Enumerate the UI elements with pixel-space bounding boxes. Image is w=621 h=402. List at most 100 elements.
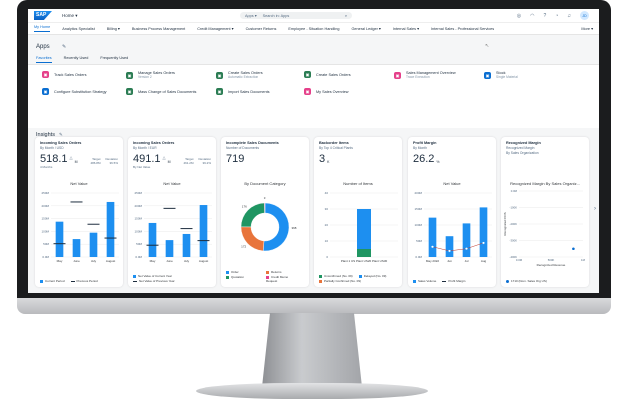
app-tile[interactable]: ▣ Configure Substitution Strategy <box>42 88 130 95</box>
y-tick-label: 0.0M <box>135 255 142 259</box>
nav-item[interactable]: Customer Returns <box>245 26 277 31</box>
app-tile[interactable]: ▣ Import Sales Documents <box>216 88 304 95</box>
app-tile[interactable]: ▣ Stock Single Material <box>484 71 572 79</box>
legend-item[interactable]: Current Period <box>40 279 65 283</box>
apps-tab[interactable]: Frequently Used <box>100 56 129 60</box>
y-tick-label: 150M <box>134 217 142 221</box>
legend-item[interactable]: Previous Period <box>70 279 98 283</box>
x-tick-label: July <box>184 259 190 263</box>
app-tile-subtitle: Trace Execution <box>406 75 430 79</box>
legend-item[interactable]: Quotation <box>226 275 260 283</box>
help-icon[interactable]: ? <box>543 12 547 19</box>
monitor-base <box>196 383 428 399</box>
legend-item[interactable]: 1710 (Dom. Sales Org US) <box>506 279 547 283</box>
y-tick-label: 0.0M <box>42 255 49 259</box>
y-tick-label: 250M <box>134 191 142 195</box>
app-tile-label: Create Sales Orders <box>228 71 263 75</box>
chart-title: Net Value <box>163 181 181 186</box>
shell-bar: SAP Home ▾ Apps ▾ Search in: Apps ⌕ ◎ ◠ … <box>28 9 599 22</box>
bell-icon[interactable]: ♫ <box>567 12 571 19</box>
app-tile[interactable]: ▣ Track Sales Orders <box>42 71 130 78</box>
app-icon: ▣ <box>304 88 311 95</box>
kpi-value: 491.1 <box>133 153 161 165</box>
app-tile[interactable]: ▣ Create Sales Orders <box>304 71 392 78</box>
legend-item[interactable]: Net Value of Current Year <box>133 274 172 278</box>
y-tick-label: 100M <box>134 229 142 233</box>
search-scope[interactable]: Apps ▾ <box>245 14 257 18</box>
y-tick-label: 0 <box>326 255 328 259</box>
legend-item[interactable]: Net Value of Previous Year <box>133 279 175 283</box>
copilot-icon[interactable]: ◎ <box>516 12 522 19</box>
insight-card[interactable]: Incoming Sales Orders By Month / USD 518.1… <box>35 137 123 287</box>
apps-tab[interactable]: Recently Used <box>63 56 89 60</box>
headset-icon[interactable]: ◠ <box>530 12 535 19</box>
nav-item[interactable]: Billing ▾ <box>106 27 120 31</box>
nav-item[interactable]: General Ledger ▾ <box>351 27 381 31</box>
chart-title: By Document Category <box>244 181 286 186</box>
legend-item[interactable]: Sales Volume <box>413 279 436 283</box>
search-field[interactable]: Apps ▾ Search in: Apps ⌕ <box>240 12 352 19</box>
nav-item[interactable]: Employee - Situation Handling <box>288 26 340 31</box>
app-tile[interactable]: ▣ Create Sales Orders Automatic Extraction <box>216 71 304 79</box>
insight-card[interactable]: Backorder Items By Top 4 Critical Plants 3… <box>314 137 402 287</box>
app-tile-text: Import Sales Documents <box>228 90 270 94</box>
home-menu[interactable]: Home ▾ <box>62 12 78 18</box>
nav-item[interactable]: My Home <box>34 25 51 32</box>
kpi-unit: K <box>327 160 330 164</box>
insight-card[interactable]: Incoming Sales Orders By Month / EUR 491.1… <box>128 137 216 287</box>
legend-item[interactable]: Unconfirmed (No. 09) <box>319 274 353 278</box>
search-input[interactable]: Search in: Apps <box>262 13 290 18</box>
nav-item[interactable]: Credit Management ▾ <box>197 27 234 31</box>
donut-slice[interactable] <box>263 202 290 252</box>
legend-item[interactable]: Delayed (No. 09) <box>358 274 386 278</box>
app-tile[interactable]: ▣ Manage Sales Orders Version 2 <box>126 71 214 79</box>
insight-card[interactable]: Incomplete Sales Documents Number of Docu… <box>221 137 309 287</box>
avatar[interactable]: JD <box>580 11 589 20</box>
legend-item[interactable]: Profit Margin <box>442 279 465 283</box>
insight-card[interactable]: Profit Margin By Month 26.2% Net Value 0.0M 5… <box>408 137 496 287</box>
notifications-icon[interactable]: ◔ <box>555 12 559 19</box>
apps-tab[interactable]: Favorites <box>36 56 52 63</box>
legend-label: Sales Volume <box>418 279 437 283</box>
bar <box>89 232 98 257</box>
x-tick-label: July <box>91 259 97 263</box>
line-swatch <box>442 280 447 282</box>
nav-item[interactable]: Analytics Specialist <box>62 26 95 31</box>
y-tick-label: 100M <box>41 229 49 233</box>
app-icon: ▣ <box>216 71 223 79</box>
edit-icon[interactable]: ✎ <box>62 44 67 50</box>
nav-item[interactable]: Internal Sales ▾ <box>392 27 419 31</box>
app-tile-label: Import Sales Documents <box>228 89 270 94</box>
donut-slice[interactable] <box>264 202 266 214</box>
nav-more-button[interactable]: More ▾ <box>581 27 593 31</box>
app-tile[interactable]: ▣ Mass Change of Sales Documents <box>126 88 214 95</box>
app-tile[interactable]: ▣ Sales Management Overview Trace Executio… <box>394 71 482 79</box>
legend-label: Current Period <box>45 279 65 283</box>
insight-card[interactable]: Recognized Margin Recognized Margin By Sal… <box>501 137 589 287</box>
legend-item[interactable]: Returns <box>266 270 300 274</box>
sap-logo[interactable]: SAP <box>34 11 52 20</box>
legend-item[interactable]: Partially Confirmed (No. 09) <box>319 279 361 283</box>
app-tile[interactable]: ▣ My Sales Overview <box>304 88 392 95</box>
legend-item[interactable]: Credit Memo Request <box>266 275 300 283</box>
chevron-right-icon[interactable]: › <box>594 206 596 212</box>
y-axis-label: Recognized COS <box>503 212 507 235</box>
legend-label: Order <box>231 270 239 274</box>
app-icon: ▣ <box>42 88 49 95</box>
chart: Net Value 0.0M 50M 100M 150M 200M May 2022 Jun J… <box>408 181 496 271</box>
nav-item[interactable]: Business Process Management <box>131 26 186 31</box>
scatter-point[interactable] <box>572 247 575 251</box>
app-tile-text: Mass Change of Sales Documents <box>138 90 196 94</box>
trend-up-icon: △ <box>162 155 166 160</box>
app-tile-label: Create Sales Orders <box>316 72 351 77</box>
y-tick-label: -100K <box>510 206 518 210</box>
search-icon[interactable]: ⌕ <box>344 13 347 18</box>
bar <box>72 239 81 257</box>
kpi-unit: M <box>167 160 171 164</box>
edit-icon[interactable]: ✎ <box>58 132 63 137</box>
kpi-unit: % <box>436 160 440 164</box>
nav-item[interactable]: Internal Sales - Professional Services <box>431 26 495 31</box>
kpi-value-row: 518.1 △ M <box>40 153 118 165</box>
legend-item[interactable]: Order <box>226 270 260 274</box>
color-swatch <box>226 275 229 279</box>
